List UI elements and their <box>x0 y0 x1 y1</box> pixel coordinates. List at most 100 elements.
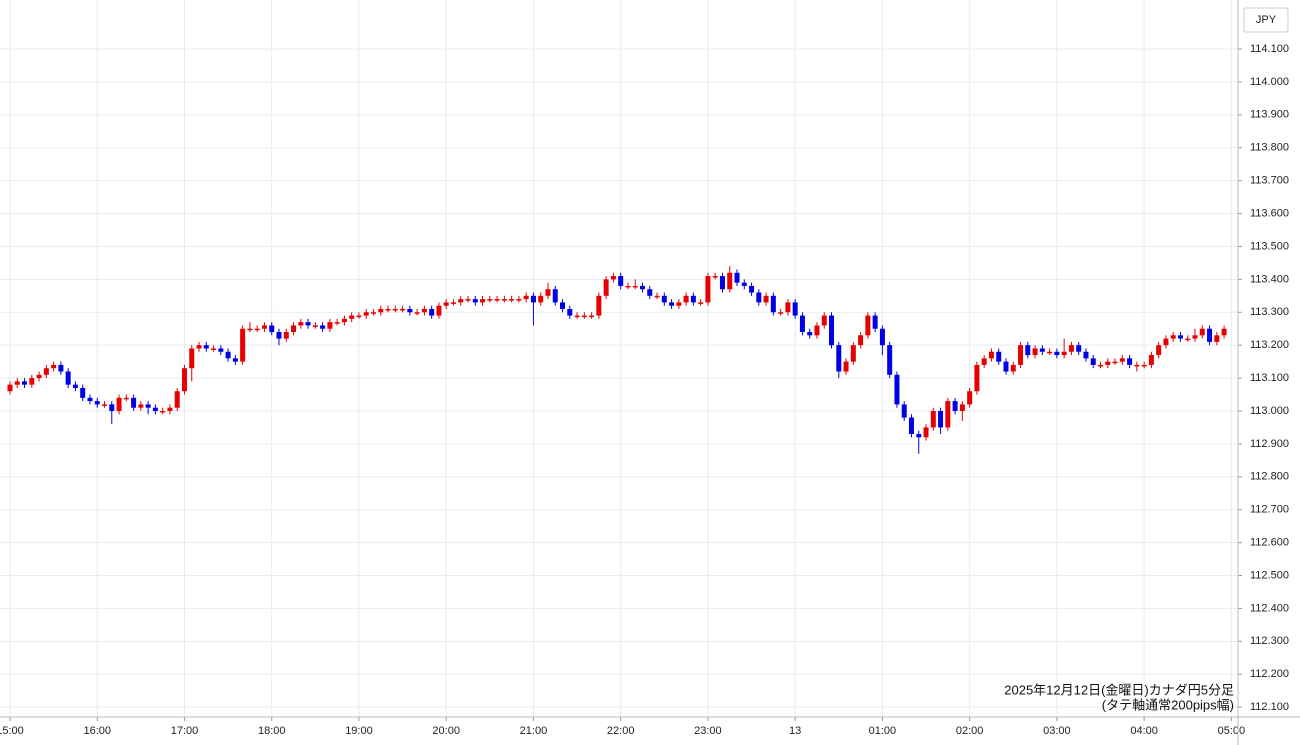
candle-body <box>22 381 28 385</box>
candle-body <box>116 397 122 411</box>
x-tick-label: 04:00 <box>1130 725 1158 737</box>
candle-body <box>283 332 289 339</box>
candle-body <box>421 308 427 313</box>
candle-body <box>1003 361 1009 372</box>
candle-body <box>102 404 108 406</box>
candle-body <box>305 322 311 326</box>
candle-body <box>29 378 35 385</box>
candle-body <box>574 315 580 318</box>
candle-body <box>799 315 805 333</box>
candle-body <box>887 345 893 375</box>
y-tick-label: 112.800 <box>1250 471 1289 483</box>
candle-body <box>269 325 275 333</box>
candle-body <box>458 299 464 303</box>
candle-body <box>254 328 260 331</box>
candle-body <box>1192 335 1198 339</box>
x-tick-label: 19:00 <box>345 725 373 737</box>
candle-body <box>567 308 573 316</box>
y-tick-label: 113.400 <box>1250 273 1289 285</box>
candle-body <box>560 302 566 309</box>
candle-body <box>712 276 718 278</box>
candle-body <box>785 302 791 313</box>
candle-body <box>676 302 682 306</box>
candle-body <box>1207 328 1213 342</box>
candle-body <box>487 299 493 301</box>
candle-body <box>167 407 173 411</box>
candle-body <box>719 276 725 290</box>
y-tick-label: 113.900 <box>1250 109 1289 121</box>
candle-body <box>218 348 224 352</box>
candle-body <box>80 387 86 398</box>
candle-body <box>1010 364 1016 372</box>
candle-body <box>465 299 471 301</box>
candle-body <box>1163 338 1169 346</box>
candle-body <box>145 404 151 408</box>
candle-body <box>792 302 798 316</box>
candle-body <box>1134 364 1140 367</box>
candle-body <box>414 312 420 314</box>
y-tick-label: 114.000 <box>1250 76 1289 88</box>
currency-box <box>1243 7 1289 33</box>
candle-body <box>211 348 217 350</box>
candle-body <box>341 318 347 323</box>
candle-body <box>1221 328 1227 336</box>
candle-body <box>1083 351 1089 359</box>
candle-body <box>429 308 435 316</box>
candle-body <box>72 384 78 388</box>
candle-body <box>1156 345 1162 356</box>
candle-body <box>276 332 282 339</box>
candle-body <box>14 381 20 385</box>
candle-body <box>858 335 864 346</box>
y-tick-label: 112.300 <box>1250 635 1289 647</box>
y-tick-label: 113.200 <box>1250 339 1289 351</box>
candle-body <box>872 315 878 329</box>
candle-body <box>770 295 776 313</box>
candle-body <box>923 427 929 438</box>
candle-body <box>610 276 616 280</box>
candle-body <box>967 391 973 405</box>
candle-body <box>43 368 49 375</box>
x-tick-label: 17:00 <box>171 725 199 737</box>
y-tick-label: 113.300 <box>1250 306 1289 318</box>
candle-body <box>1105 361 1111 365</box>
candle-body <box>7 384 13 392</box>
x-tick-label: 21:00 <box>520 725 548 737</box>
candle-body <box>58 364 64 372</box>
candle-body <box>981 358 987 365</box>
y-tick-label: 114.100 <box>1250 43 1289 55</box>
candle-body <box>356 315 362 318</box>
candle-body <box>94 401 100 405</box>
candle-body <box>690 295 696 303</box>
candle-body <box>51 364 57 369</box>
candle-body <box>1112 361 1118 364</box>
candle-body <box>698 302 704 304</box>
x-tick-label: 01:00 <box>869 725 897 737</box>
candle-body <box>131 397 137 408</box>
candle-body <box>530 295 536 303</box>
candle-body <box>894 374 900 405</box>
candle-body <box>225 351 231 359</box>
y-tick-label: 113.700 <box>1250 175 1289 187</box>
candle-body <box>261 325 267 329</box>
candle-body <box>1119 358 1125 362</box>
candle-body <box>1170 335 1176 339</box>
x-tick-label: 22:00 <box>607 725 635 737</box>
candle-body <box>181 368 187 392</box>
candle-body <box>109 404 115 411</box>
y-tick-label: 112.200 <box>1250 668 1289 680</box>
candle-body <box>836 345 842 372</box>
candle-body <box>152 407 158 411</box>
candle-body <box>1098 364 1103 367</box>
candle-body <box>727 272 733 290</box>
candle-body <box>138 404 144 408</box>
candle-body <box>494 299 500 301</box>
candle-body <box>974 364 980 392</box>
candle-body <box>865 315 871 336</box>
candle-body <box>850 345 856 362</box>
annotation: (タテ軸通常200pips幅) <box>1102 697 1234 712</box>
y-tick-label: 112.900 <box>1250 438 1289 450</box>
candle-body <box>36 374 42 379</box>
candle-body <box>581 315 587 318</box>
candle-body <box>1018 345 1024 365</box>
